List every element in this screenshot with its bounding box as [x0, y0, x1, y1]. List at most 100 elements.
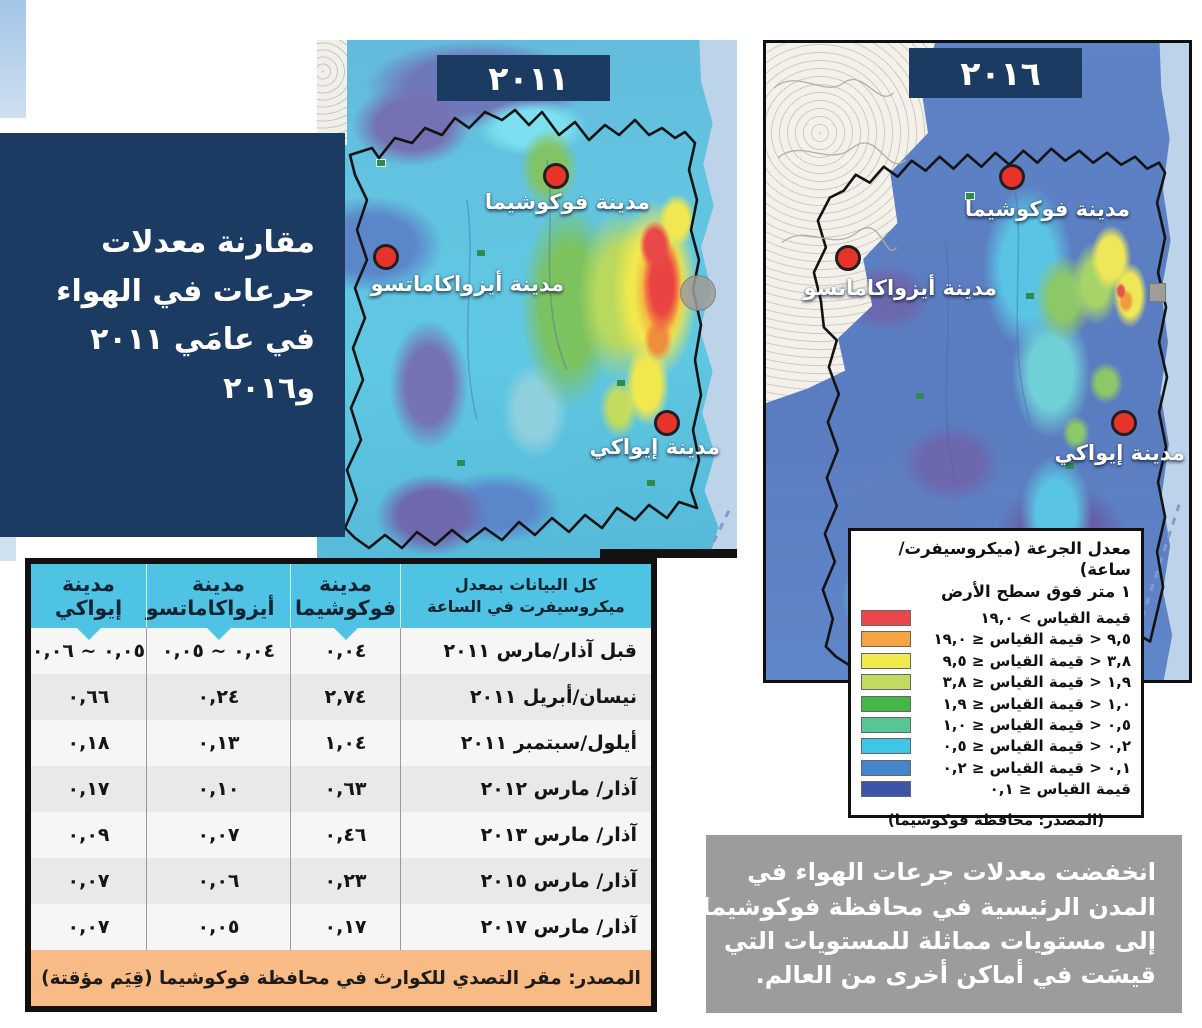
table-header-row: كل البيانات بمعدل ميكروسيفرت في الساعة م…: [31, 564, 651, 640]
legend-row: قيمة القياس > ١٩,٠: [861, 607, 1131, 628]
legend-rows: قيمة القياس > ١٩,٠ ٩,٥ < قيمة القياس ≤ ١…: [861, 607, 1131, 800]
value-aizuwakamatsu: ٠,٠٧: [147, 812, 291, 858]
aizuwakamatsu-city-dot: [373, 244, 399, 270]
value-aizuwakamatsu: ٠,١٣: [147, 720, 291, 766]
prefecture-boundary-2016: [773, 78, 1169, 667]
legend-source: (المصدر: محافظة فوكوشيما): [887, 810, 1105, 829]
fukushima-city-dot: [543, 163, 569, 189]
row-label: آذار/ مارس ٢٠١٧: [480, 916, 637, 938]
value-fukushima: ٠,٠٤: [291, 628, 401, 674]
road-sign-markers: [966, 193, 974, 199]
iwaki-city-dot: [1111, 410, 1137, 436]
table-row: آذار/ مارس ٢٠١٢ ٠,٦٣ ٠,١٠ ٠,١٧: [31, 766, 651, 812]
legend-row-label: ٠,٥ < قيمة القياس ≤ ١,٠: [942, 715, 1131, 734]
note-line: المدن الرئيسية في محافظة فوكوشيما: [702, 892, 1156, 921]
row-label: آذار/ مارس ٢٠١٣: [480, 824, 637, 846]
legend-row-label: قيمة القياس ≤ ٠,١: [989, 780, 1131, 799]
value-fukushima: ٢,٧٤: [291, 674, 401, 720]
legend-swatch-yellowgreen: [861, 674, 911, 691]
legend-row-label: ٠,١ < قيمة القياس ≤ ٠,٢: [942, 758, 1131, 777]
legend-row: ١,٩ < قيمة القياس ≤ ٣,٨: [861, 671, 1131, 692]
row-label: قبل آذار/مارس ٢٠١١: [443, 640, 637, 662]
value-fukushima: ٠,٦٣: [291, 766, 401, 812]
iwaki-city-dot: [654, 410, 680, 436]
value-iwaki: ٠,٠٥ ~ ٠,٠٦: [31, 628, 147, 674]
title-line: في عامَي ٢٠١١: [90, 322, 315, 358]
year-band-2011: ٢٠١١: [437, 55, 610, 101]
note-line: قيسَت في أماكن أخرى من العالم.: [755, 961, 1156, 990]
note-line: إلى مستويات مماثلة للمستويات التي: [723, 927, 1156, 955]
value-aizuwakamatsu: ٠,٠٦: [147, 858, 291, 904]
row-label: نيسان/أبريل ٢٠١١: [469, 686, 637, 708]
year-label-2016: ٢٠١٦: [960, 53, 1041, 93]
legend-row-label: قيمة القياس > ١٩,٠: [980, 609, 1131, 627]
value-aizuwakamatsu: ٠,٢٤: [147, 674, 291, 720]
terrain-outside-prefecture: [317, 40, 347, 145]
dose-rate-table: كل البيانات بمعدل ميكروسيفرت في الساعة م…: [25, 558, 657, 1012]
header-aizuwakamatsu: مدينة أيزواكاماتسو: [146, 564, 291, 640]
legend-row: ٠,٥ < قيمة القياس ≤ ١,٠: [861, 714, 1131, 735]
table-row: آذار/ مارس ٢٠١٧ ٠,١٧ ٠,٠٥ ٠,٠٧: [31, 904, 651, 950]
plant-zone-marker: [680, 275, 716, 311]
value-aizuwakamatsu: ٠,٠٤ ~ ٠,٠٥: [147, 628, 291, 674]
legend-row: ٠,١ < قيمة القياس ≤ ٠,٢: [861, 757, 1131, 778]
legend-swatch-cyan: [861, 738, 911, 755]
plant-zone-marker: [1149, 283, 1166, 302]
dose-map-2011: ٢٠١١ مدينة فوكوشيما مدينة أيزواكاماتسو م…: [317, 40, 737, 558]
value-iwaki: ٠,١٧: [31, 766, 147, 812]
header-iwaki: مدينة إيواكي: [31, 564, 147, 640]
legend-swatch-navy: [861, 781, 911, 798]
legend-swatch-orange: [861, 631, 911, 648]
value-iwaki: ٠,٠٧: [31, 904, 147, 950]
legend-title-line2: ١ متر فوق سطح الأرض: [941, 581, 1131, 601]
fukushima-city-label: مدينة فوكوشيما: [964, 197, 1130, 221]
table-source: المصدر: مقر التصدي للكوارث في محافظة فوك…: [31, 950, 651, 1006]
value-fukushima: ٠,٤٦: [291, 812, 401, 858]
year-band-2016: ٢٠١٦: [909, 48, 1082, 98]
header-units: كل البيانات بمعدل ميكروسيفرت في الساعة: [427, 575, 625, 616]
row-label: آذار/ مارس ٢٠١٢: [480, 778, 637, 800]
legend-row: ٣,٨ < قيمة القياس ≤ ٩,٥: [861, 650, 1131, 671]
legend-row-label: ٣,٨ < قيمة القياس ≤ ٩,٥: [942, 651, 1131, 670]
dose-rate-legend: معدل الجرعة (ميكروسيفرت/ساعة) ١ متر فوق …: [848, 528, 1144, 829]
row-label: أيلول/سبتمبر ٢٠١١: [460, 732, 637, 754]
legend-swatch-green: [861, 695, 911, 712]
legend-swatch-blue: [861, 759, 911, 776]
value-iwaki: ٠,١٨: [31, 720, 147, 766]
road-sign-markers: [377, 160, 385, 166]
fukushima-city-dot: [999, 164, 1025, 190]
infographic-title: مقارنة معدلات جرعات في الهواء في عامَي ٢…: [56, 219, 315, 413]
iwaki-city-label: مدينة إيواكي: [1054, 441, 1185, 465]
iwaki-city-label: مدينة إيواكي: [589, 435, 720, 459]
legend-swatch-teal: [861, 716, 911, 733]
aizuwakamatsu-city-label: مدينة أيزواكاماتسو: [803, 276, 997, 300]
title-line: جرعات في الهواء: [56, 273, 315, 309]
legend-swatch-yellow: [861, 652, 911, 669]
table-row: آذار/ مارس ٢٠١٥ ٠,٢٣ ٠,٠٦ ٠,٠٧: [31, 858, 651, 904]
table-row: آذار/ مارس ٢٠١٣ ٠,٤٦ ٠,٠٧ ٠,٠٩: [31, 812, 651, 858]
legend-row-label: ١,٩ < قيمة القياس ≤ ٣,٨: [942, 673, 1131, 692]
fukushima-city-label: مدينة فوكوشيما: [484, 190, 650, 214]
title-line: مقارنة معدلات: [101, 225, 315, 260]
legend-row-label: ١,٠ < قيمة القياس ≤ ١,٩: [942, 694, 1131, 713]
value-aizuwakamatsu: ٠,١٠: [147, 766, 291, 812]
value-fukushima: ١,٠٤: [291, 720, 401, 766]
legend-row-label: ٠,٢ < قيمة القياس ≤ ٠,٥: [942, 737, 1131, 756]
year-label-2011: ٢٠١١: [488, 58, 569, 98]
map-fragment-top-left: [0, 0, 26, 118]
table-row: نيسان/أبريل ٢٠١١ ٢,٧٤ ٠,٢٤ ٠,٦٦: [31, 674, 651, 720]
infographic-title-box: مقارنة معدلات جرعات في الهواء في عامَي ٢…: [0, 133, 345, 537]
legend-swatch-red: [861, 610, 911, 626]
legend-row: قيمة القياس ≤ ٠,١: [861, 778, 1131, 799]
legend-row: ٩,٥ < قيمة القياس ≤ ١٩,٠: [861, 629, 1131, 650]
value-fukushima: ٠,٢٣: [291, 858, 401, 904]
legend-title-line1: معدل الجرعة (ميكروسيفرت/ساعة): [898, 539, 1131, 580]
value-iwaki: ٠,٠٧: [31, 858, 147, 904]
value-fukushima: ٠,١٧: [291, 904, 401, 950]
legend-row-label: ٩,٥ < قيمة القياس ≤ ١٩,٠: [933, 630, 1131, 649]
legend-row: ١,٠ < قيمة القياس ≤ ١,٩: [861, 693, 1131, 714]
prefecture-boundary-2011: [343, 108, 703, 550]
value-iwaki: ٠,٦٦: [31, 674, 147, 720]
note-line: انخفضت معدلات جرعات الهواء في: [747, 858, 1156, 887]
table-row: أيلول/سبتمبر ٢٠١١ ١,٠٤ ٠,١٣ ٠,١٨: [31, 720, 651, 766]
